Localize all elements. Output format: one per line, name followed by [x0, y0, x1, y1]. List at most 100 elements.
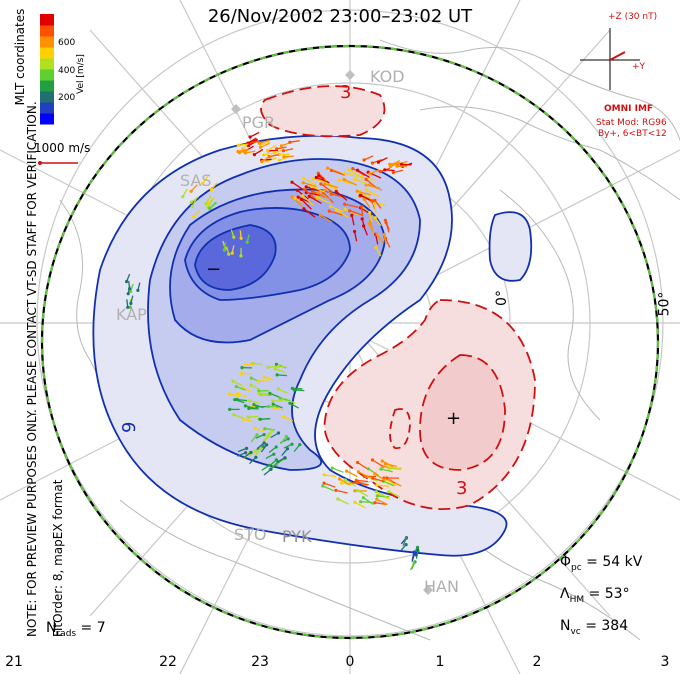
velocity-vector-origin [246, 415, 250, 419]
velocity-vector [339, 478, 351, 486]
velocity-vector-origin [358, 193, 362, 197]
velocity-vector-origin [360, 217, 364, 221]
imf-z-label: +Z (30 nT) [608, 12, 658, 22]
velocity-vector [389, 466, 402, 469]
imf-stat-mod: Stat Mod: RG96 [596, 118, 667, 128]
velocity-vector-origin [387, 490, 391, 494]
min-marker: − [206, 259, 221, 280]
velocity-vector-origin [362, 224, 366, 228]
velocity-vector [363, 497, 374, 505]
velocity-vector-origin [281, 415, 286, 419]
velocity-vector [361, 176, 376, 182]
velocity-vector-origin [236, 143, 240, 147]
colorbar-segment [40, 102, 54, 114]
velocity-vector [384, 238, 391, 248]
velocity-vector [291, 181, 305, 191]
velocity-vector-origin [255, 405, 259, 409]
velocity-vector [229, 393, 240, 398]
velocity-vector-origin [361, 496, 365, 500]
velocity-vector-origin [249, 376, 253, 380]
velocity-vector-origin [125, 280, 129, 284]
velocity-vector-origin [253, 426, 257, 430]
velocity-vector-origin [266, 404, 271, 409]
mlt-tick-2: 2 [532, 654, 542, 670]
velocity-vector-origin [276, 431, 281, 435]
velocity-vector-origin [387, 466, 391, 470]
velocity-vector-origin [336, 497, 340, 501]
velocity-vector-origin [334, 189, 338, 193]
velocity-vector-origin [378, 169, 382, 174]
velocity-vector-origin [374, 490, 378, 494]
velocity-vector-origin [379, 467, 383, 471]
velocity-vector-origin [372, 202, 377, 206]
station-kap: KAP [116, 305, 147, 324]
station-han: HAN [424, 577, 459, 596]
velocity-vector [303, 182, 317, 188]
velocity-vector-origin [323, 182, 327, 186]
velocity-vector [344, 203, 359, 208]
velocity-vector [308, 195, 322, 204]
velocity-vector [368, 223, 374, 234]
velocity-vector [250, 384, 261, 390]
velocity-vector [373, 203, 377, 214]
velocity-vector [317, 192, 331, 200]
velocity-vector [249, 140, 260, 144]
velocity-vector [274, 407, 285, 411]
velocity-vector [238, 143, 249, 146]
velocity-vector [344, 172, 359, 178]
mlt-tick-23: 23 [251, 654, 269, 670]
velocity-vector-origin [247, 406, 251, 411]
velocity-vector [252, 362, 263, 365]
velocity-vector-origin [368, 210, 372, 215]
velocity-vector-origin [416, 545, 420, 550]
colorbar-tick-600: 600 [58, 38, 76, 48]
velocity-vector-origin [257, 389, 261, 393]
velocity-vector-origin [259, 145, 263, 149]
velocity-vector-origin [281, 149, 285, 153]
velocity-vector-origin [222, 248, 226, 252]
velocity-vector-origin [245, 446, 249, 450]
velocity-vector [260, 141, 271, 146]
velocity-vector [380, 468, 393, 473]
velocity-vector [237, 398, 248, 402]
velocity-vector-origin [295, 188, 299, 192]
velocity-vector-origin [244, 451, 248, 455]
velocity-vector-origin [259, 447, 263, 451]
velocity-vector [360, 501, 373, 504]
velocity-vector-origin [362, 197, 366, 201]
velocity-vector [236, 385, 246, 391]
velocity-vector [327, 167, 341, 174]
colorbar-segment [40, 14, 54, 26]
velocity-vector [343, 179, 358, 186]
velocity-vector-origin [343, 478, 347, 482]
velocity-vector-origin [376, 160, 380, 164]
velocity-vector [303, 177, 317, 186]
colorbar-segment [40, 80, 54, 92]
velocity-vector [353, 231, 358, 242]
velocity-vector [249, 131, 260, 138]
imf-condition: By+, 6<BT<12 [598, 129, 667, 139]
velocity-vector-origin [362, 158, 366, 162]
velocity-vector [312, 190, 326, 198]
velocity-vector [268, 405, 279, 408]
velocity-vector-origin [288, 401, 292, 405]
velocity-vector-origin [273, 367, 277, 371]
velocity-vector-origin [267, 432, 271, 436]
velocity-vector [242, 387, 252, 393]
velocity-vector-origin [275, 147, 279, 151]
velocity-vector [384, 169, 395, 172]
mlt-tick-21: 21 [5, 654, 23, 670]
velocity-vector-origin [388, 162, 392, 166]
velocity-vector-origin [243, 151, 248, 155]
velocity-vector-origin [241, 147, 245, 151]
velocity-vector-origin [234, 385, 238, 389]
velocity-vector-origin [239, 371, 244, 376]
colorbar-segment [40, 58, 54, 70]
velocity-vector-origin [353, 229, 357, 234]
velocity-vector-origin [256, 379, 261, 383]
velocity-vector [339, 179, 353, 185]
velocity-vector [275, 368, 286, 373]
velocity-vector [324, 183, 339, 189]
velocity-vector-origin [136, 288, 140, 292]
